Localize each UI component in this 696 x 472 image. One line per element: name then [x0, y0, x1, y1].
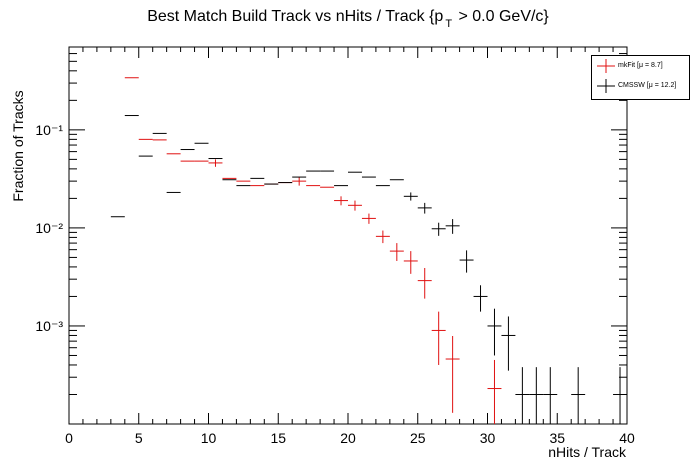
data-point-mkfit: [375, 230, 390, 244]
legend-marker-mkfit: [597, 59, 615, 73]
data-point-cmssw: [613, 367, 627, 424]
legend-marker-cmssw: [597, 79, 615, 93]
x-tick-label: 0: [65, 430, 73, 446]
x-axis-label: nHits / Track: [548, 444, 626, 460]
chart-title-subscript: T: [445, 18, 453, 30]
x-tick-label: 5: [135, 430, 143, 446]
data-point-cmssw: [501, 316, 516, 371]
data-point-mkfit: [361, 213, 376, 224]
legend-label-mkfit: mkFit [μ = 8.7]: [618, 62, 663, 69]
x-tick-label: 10: [201, 430, 217, 446]
legend-entry-mkfit: mkFit [μ = 8.7]: [592, 56, 689, 76]
chart-title-main: Best Match Build Track vs nHits / Track …: [147, 8, 444, 25]
data-point-cmssw: [417, 202, 432, 214]
chart-title: Best Match Build Track vs nHits / Track …: [0, 8, 696, 30]
data-point-cmssw: [445, 219, 460, 234]
data-point-cmssw: [473, 285, 488, 312]
x-tick-label: 20: [340, 430, 356, 446]
data-point-mkfit: [389, 243, 404, 261]
data-point-mkfit: [445, 335, 460, 413]
x-tick-label: 15: [270, 430, 286, 446]
data-point-mkfit: [208, 159, 223, 167]
chart-title-tail: > 0.0 GeV/c}: [454, 8, 549, 25]
data-point-mkfit: [431, 311, 446, 365]
y-tick-label: 10⁻³: [35, 318, 63, 334]
data-point-cmssw: [571, 367, 586, 424]
legend-label-cmssw: CMSSW [μ = 12.2]: [618, 82, 677, 89]
y-tick-label: 10⁻¹: [35, 122, 63, 138]
x-tick-label: 40: [619, 430, 635, 446]
y-axis-label: Fraction of Tracks: [10, 90, 26, 202]
x-tick-label: 35: [549, 430, 565, 446]
legend: mkFit [μ = 8.7] CMSSW [μ = 12.2]: [591, 55, 690, 100]
data-point-cmssw: [431, 222, 446, 236]
data-point-mkfit: [334, 196, 348, 206]
legend-entry-cmssw: CMSSW [μ = 12.2]: [592, 76, 689, 96]
data-point-cmssw: [529, 367, 544, 424]
data-point-cmssw: [403, 192, 418, 201]
data-point-mkfit: [292, 177, 307, 186]
data-point-cmssw: [487, 308, 502, 356]
data-point-mkfit: [348, 200, 362, 211]
data-point-mkfit: [417, 268, 432, 299]
data-point-cmssw: [543, 367, 558, 424]
data-point-cmssw: [459, 250, 474, 273]
y-tick-label: 10⁻²: [35, 220, 63, 236]
plot-frame: [68, 46, 628, 425]
x-tick-label: 30: [480, 430, 496, 446]
data-point-mkfit: [487, 359, 502, 424]
data-point-cmssw: [515, 367, 530, 424]
x-tick-label: 25: [410, 430, 426, 446]
data-point-mkfit: [403, 251, 418, 274]
